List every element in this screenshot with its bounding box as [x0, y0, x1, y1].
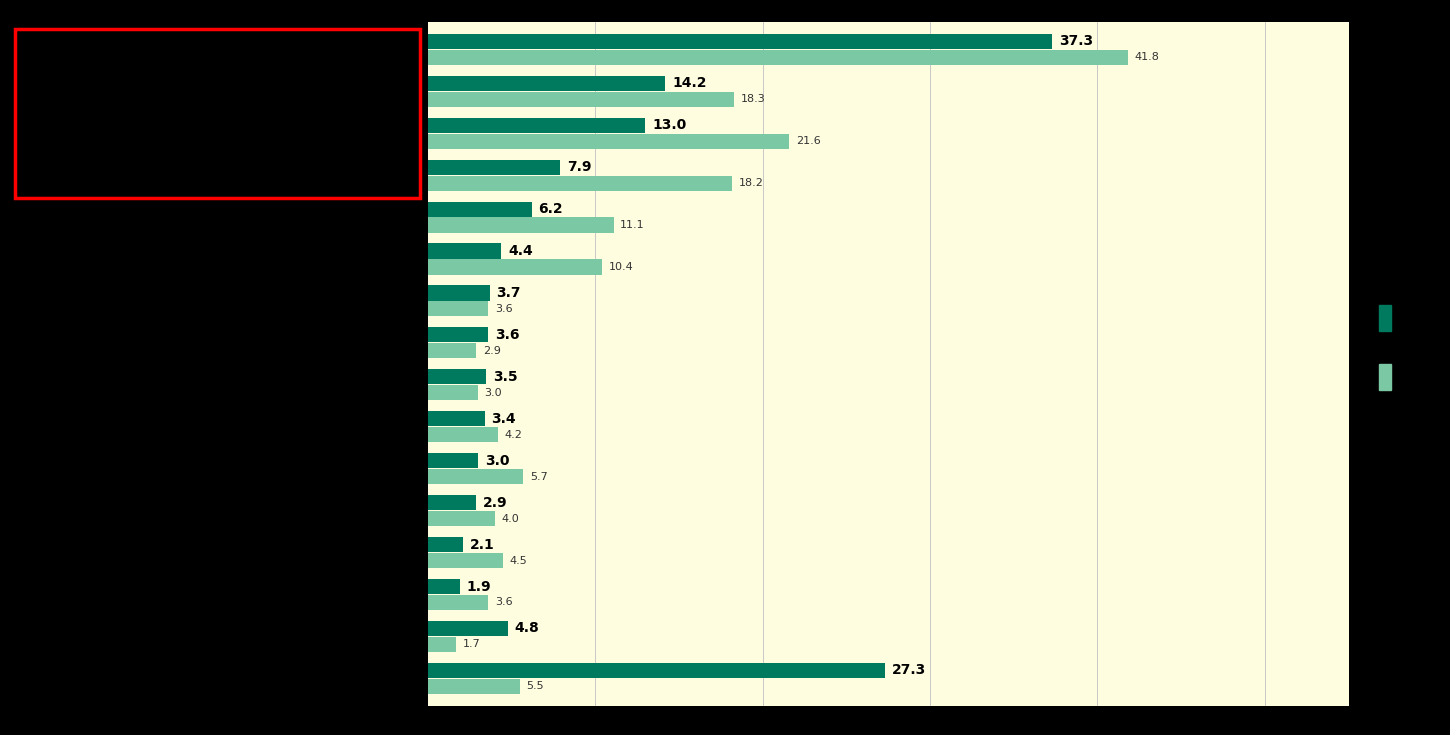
- Text: 14.2: 14.2: [673, 76, 706, 90]
- Text: 5.5: 5.5: [526, 681, 544, 692]
- Bar: [428, 427, 497, 442]
- Text: 6.2: 6.2: [538, 202, 563, 216]
- Text: 7.9: 7.9: [567, 160, 592, 174]
- Text: 3.7: 3.7: [496, 286, 521, 300]
- Bar: [428, 453, 479, 468]
- Bar: [428, 243, 502, 259]
- Bar: [428, 76, 666, 91]
- Bar: [428, 343, 476, 359]
- Text: 3.6: 3.6: [494, 304, 512, 314]
- Bar: [428, 595, 489, 610]
- Text: 2.9: 2.9: [483, 495, 507, 509]
- Text: 27.3: 27.3: [892, 664, 925, 678]
- Text: 18.3: 18.3: [741, 94, 766, 104]
- Bar: [428, 469, 523, 484]
- Bar: [1379, 305, 1391, 331]
- Text: 4.8: 4.8: [515, 621, 539, 636]
- Text: 1.7: 1.7: [463, 639, 480, 650]
- Text: 4.4: 4.4: [507, 244, 532, 258]
- Text: 2.1: 2.1: [470, 537, 494, 551]
- Text: 18.2: 18.2: [740, 178, 764, 188]
- Bar: [428, 511, 494, 526]
- Text: 11.1: 11.1: [621, 220, 645, 230]
- Text: 37.3: 37.3: [1058, 35, 1093, 49]
- Text: 10.4: 10.4: [609, 262, 634, 272]
- Bar: [428, 637, 457, 652]
- Bar: [428, 537, 463, 552]
- Text: 3.4: 3.4: [492, 412, 516, 426]
- Bar: [428, 678, 519, 694]
- Bar: [428, 34, 1053, 49]
- Bar: [428, 663, 884, 678]
- Text: 3.5: 3.5: [493, 370, 518, 384]
- Text: 1.9: 1.9: [467, 579, 492, 593]
- Bar: [428, 134, 789, 148]
- Text: 41.8: 41.8: [1134, 52, 1159, 62]
- Bar: [428, 301, 489, 317]
- Text: 4.5: 4.5: [510, 556, 528, 565]
- Text: 3.6: 3.6: [494, 328, 519, 342]
- Bar: [428, 385, 479, 401]
- Text: 4.2: 4.2: [505, 430, 522, 440]
- Bar: [428, 553, 503, 568]
- Text: 3.0: 3.0: [484, 388, 502, 398]
- Bar: [428, 218, 613, 232]
- Text: 13.0: 13.0: [652, 118, 686, 132]
- Bar: [428, 118, 645, 133]
- Text: 3.0: 3.0: [484, 453, 509, 467]
- Bar: [428, 176, 732, 190]
- Text: 4.0: 4.0: [502, 514, 519, 523]
- Bar: [428, 495, 476, 510]
- Bar: [1379, 364, 1391, 390]
- Text: 3.6: 3.6: [494, 598, 512, 607]
- Bar: [428, 50, 1128, 65]
- Text: 2.9: 2.9: [483, 346, 500, 356]
- Text: 21.6: 21.6: [796, 136, 821, 146]
- Bar: [428, 285, 490, 301]
- Bar: [428, 621, 508, 636]
- Bar: [428, 411, 484, 426]
- Bar: [428, 579, 460, 594]
- Text: 5.7: 5.7: [529, 472, 548, 481]
- Bar: [428, 369, 486, 384]
- Bar: [428, 92, 734, 107]
- Bar: [428, 259, 602, 275]
- Bar: [428, 327, 489, 343]
- Bar: [428, 159, 560, 175]
- Bar: [428, 201, 532, 217]
